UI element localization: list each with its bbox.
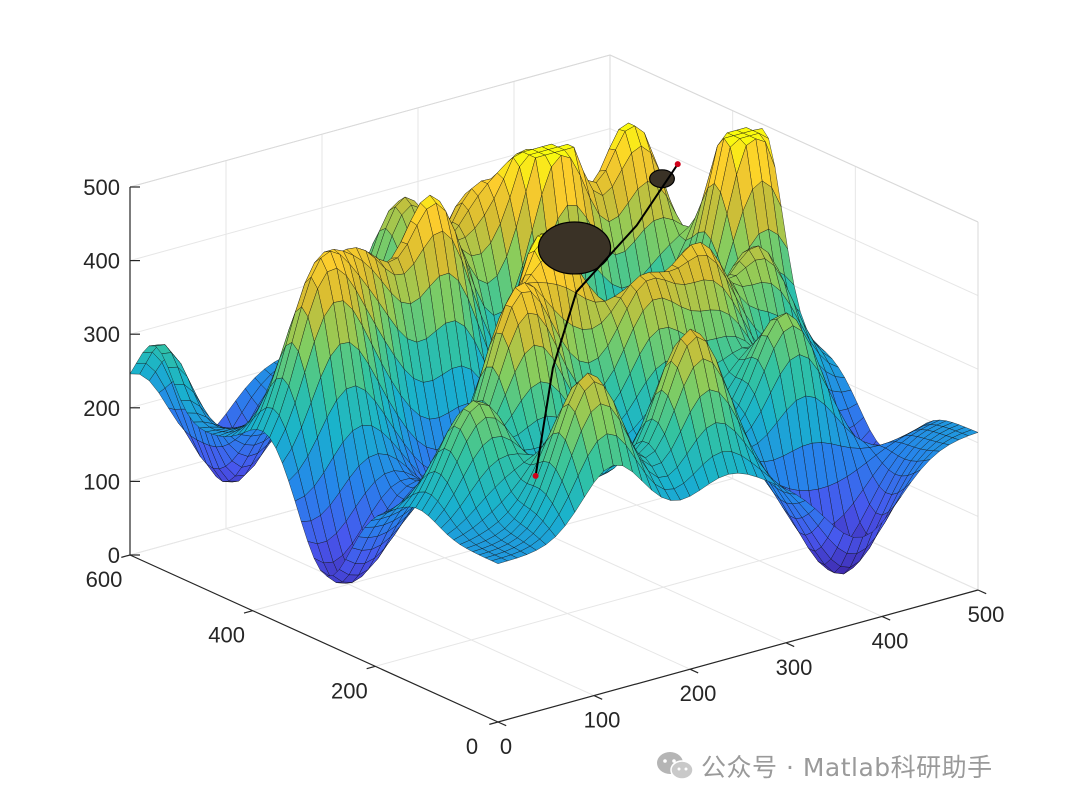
x-axis-tick <box>497 721 507 727</box>
grid-line-y <box>375 533 856 667</box>
z-tick-label: 100 <box>83 469 120 494</box>
y-tick-label: 200 <box>331 678 368 703</box>
x-tick-label: 0 <box>500 734 512 759</box>
y-tick-label: 600 <box>86 567 123 592</box>
flight-path <box>534 163 679 476</box>
y-tick-label: 0 <box>466 734 478 759</box>
x-axis-line <box>497 589 979 723</box>
x-axis-tick <box>689 668 699 674</box>
overlay-objects <box>532 161 681 479</box>
grid-line-z <box>609 128 979 297</box>
tick-labels: 0100200300400500020040060001002003004005… <box>83 175 1004 759</box>
z-tick-label: 200 <box>83 396 120 421</box>
x-axis-tick <box>977 589 987 595</box>
y-axis-tick <box>243 610 253 614</box>
surface-patch <box>491 557 509 564</box>
y-tick-label: 400 <box>208 623 245 648</box>
z-tick-label: 0 <box>108 543 120 568</box>
wechat-icon <box>657 752 694 780</box>
z-tick-label: 500 <box>83 175 120 200</box>
x-tick-label: 400 <box>872 628 909 653</box>
obstacle-sphere <box>537 221 612 275</box>
grid-line-x <box>225 528 595 697</box>
x-tick-label: 500 <box>968 602 1005 627</box>
axes-box <box>121 54 987 727</box>
y-axis-tick <box>366 665 376 670</box>
z-tick-label: 400 <box>83 249 120 274</box>
y-axis-tick <box>121 554 131 558</box>
box-edge <box>129 54 611 188</box>
x-axis-tick <box>785 642 795 648</box>
path-endpoint-marker <box>532 472 539 479</box>
box-edge <box>609 54 979 223</box>
y-axis-tick <box>489 721 499 725</box>
z-tick-label: 300 <box>83 322 120 347</box>
x-tick-label: 100 <box>584 708 621 733</box>
watermark: 公众号 · Matlab科研助手 <box>655 746 993 786</box>
x-axis-tick <box>881 615 891 621</box>
y-axis-line <box>129 554 499 723</box>
x-tick-label: 300 <box>776 655 813 680</box>
path-endpoint-marker <box>674 161 681 168</box>
x-axis-tick <box>593 695 603 700</box>
obstacle-sphere <box>649 169 675 189</box>
surface-mesh <box>129 122 979 584</box>
x-tick-label: 200 <box>680 681 717 706</box>
watermark-text: 公众号 · Matlab科研助手 <box>701 753 993 782</box>
